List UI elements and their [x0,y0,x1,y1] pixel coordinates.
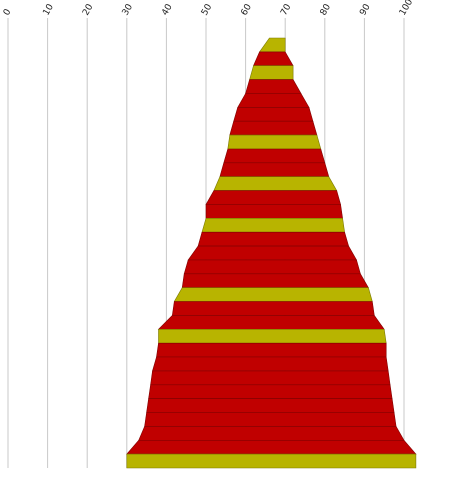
funnel-band [237,93,310,108]
x-tick-label: 80 [319,2,334,17]
funnel-band [219,162,330,177]
funnel-band [144,412,397,427]
funnel-band [157,315,385,330]
x-tick-label: 30 [121,2,136,17]
funnel-band [152,356,389,372]
funnel-band [126,453,417,469]
funnel-band [146,398,395,413]
funnel-band [150,370,391,386]
x-tick-label: 10 [42,2,57,17]
funnel-band [227,134,322,150]
funnel-band [258,37,286,53]
funnel-band [229,120,318,136]
funnel-band [201,218,345,233]
funnel-band [187,245,358,261]
funnel-band [245,79,302,94]
funnel-band [138,426,405,441]
funnel-band [158,328,387,344]
x-tick-labels: 0 10 20 30 40 50 60 70 80 90 100 [2,0,415,18]
funnel-band [171,301,375,316]
funnel-band [233,107,314,122]
funnel-band [205,190,341,205]
x-tick-label: 50 [200,2,215,17]
funnel-band [126,439,417,455]
funnel-band [223,148,326,164]
funnel-band [205,204,343,219]
x-tick-label: 90 [358,2,373,17]
funnel-bands [126,37,417,469]
x-tick-label: 70 [279,2,294,17]
funnel-band [249,65,294,80]
funnel-band [173,287,373,302]
funnel-band [197,231,349,247]
x-tick-label: 0 [2,7,14,17]
funnel-band [156,342,387,358]
x-tick-label: 60 [240,2,255,17]
funnel-band [148,384,393,399]
funnel-band [183,259,361,275]
funnel-band [213,176,338,191]
x-tick-label: 100 [398,0,415,18]
x-tick-label: 20 [81,2,96,17]
funnel-band [181,273,369,289]
funnel-band [253,51,294,66]
x-tick-label: 40 [160,2,175,17]
